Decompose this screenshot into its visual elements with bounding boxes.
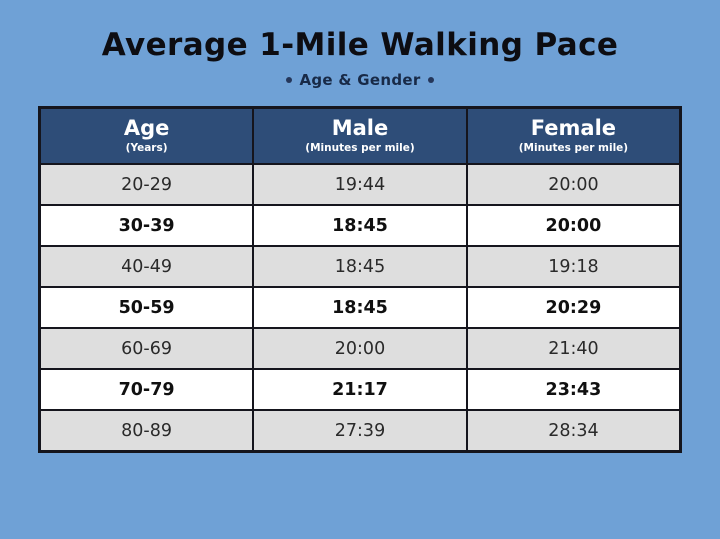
female-header-label: Female bbox=[530, 116, 617, 141]
age-cell: 20-29 bbox=[38, 163, 255, 207]
age-cell: 60-69 bbox=[38, 327, 255, 371]
dot-icon bbox=[286, 77, 293, 84]
female-pace-cell: 20:00 bbox=[465, 163, 682, 207]
table-row: 60-69 20:00 21:40 bbox=[38, 327, 682, 371]
subtitle-row: Age & Gender bbox=[286, 71, 434, 90]
male-pace-cell: 27:39 bbox=[252, 409, 468, 453]
female-pace-cell: 20:00 bbox=[465, 204, 682, 248]
age-cell: 70-79 bbox=[38, 368, 255, 412]
female-column-header: Female (Minutes per mile) bbox=[465, 106, 682, 166]
age-header-label: Age bbox=[123, 116, 170, 141]
header-row: Age (Years) Male (Minutes per mile) Fema… bbox=[38, 106, 682, 166]
table-header: Age (Years) Male (Minutes per mile) Fema… bbox=[38, 106, 682, 166]
male-header-unit: (Minutes per mile) bbox=[305, 142, 415, 155]
female-pace-cell: 19:18 bbox=[465, 245, 682, 289]
walking-pace-table: Age (Years) Male (Minutes per mile) Fema… bbox=[38, 106, 682, 454]
male-pace-cell: 18:45 bbox=[252, 204, 468, 248]
female-header-unit: (Minutes per mile) bbox=[518, 142, 629, 155]
age-cell: 80-89 bbox=[38, 409, 255, 453]
female-pace-cell: 23:43 bbox=[465, 368, 682, 412]
female-pace-cell: 20:29 bbox=[465, 286, 682, 330]
female-pace-cell: 21:40 bbox=[465, 327, 682, 371]
female-pace-cell: 28:34 bbox=[465, 409, 682, 453]
page-subtitle: Age & Gender bbox=[299, 71, 421, 90]
male-pace-cell: 18:45 bbox=[252, 245, 468, 289]
age-cell: 50-59 bbox=[38, 286, 255, 330]
age-header-unit: (Years) bbox=[125, 142, 168, 155]
male-column-header: Male (Minutes per mile) bbox=[252, 106, 468, 166]
table-row: 20-29 19:44 20:00 bbox=[38, 163, 682, 207]
page-title: Average 1-Mile Walking Pace bbox=[101, 27, 619, 63]
table-row: 80-89 27:39 28:34 bbox=[38, 409, 682, 453]
table-row: 30-39 18:45 20:00 bbox=[38, 204, 682, 248]
table-body: 20-29 19:44 20:00 30-39 18:45 20:00 40-4… bbox=[38, 163, 682, 453]
table-row: 40-49 18:45 19:18 bbox=[38, 245, 682, 289]
table-row: 70-79 21:17 23:43 bbox=[38, 368, 682, 412]
male-pace-cell: 19:44 bbox=[252, 163, 468, 207]
dot-icon bbox=[427, 77, 434, 84]
male-pace-cell: 21:17 bbox=[252, 368, 468, 412]
age-cell: 40-49 bbox=[38, 245, 255, 289]
age-column-header: Age (Years) bbox=[38, 106, 255, 166]
male-pace-cell: 20:00 bbox=[252, 327, 468, 371]
male-header-label: Male bbox=[331, 116, 389, 141]
male-pace-cell: 18:45 bbox=[252, 286, 468, 330]
age-cell: 30-39 bbox=[38, 204, 255, 248]
table-row: 50-59 18:45 20:29 bbox=[38, 286, 682, 330]
